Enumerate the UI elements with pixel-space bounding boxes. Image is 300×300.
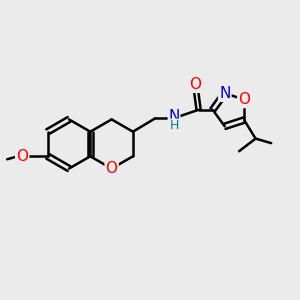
Text: O: O xyxy=(190,77,202,92)
Text: O: O xyxy=(106,161,118,176)
Text: H: H xyxy=(169,119,179,132)
Text: O: O xyxy=(238,92,250,107)
Text: N: N xyxy=(219,86,230,101)
Text: N: N xyxy=(168,109,180,124)
Text: O: O xyxy=(16,149,28,164)
